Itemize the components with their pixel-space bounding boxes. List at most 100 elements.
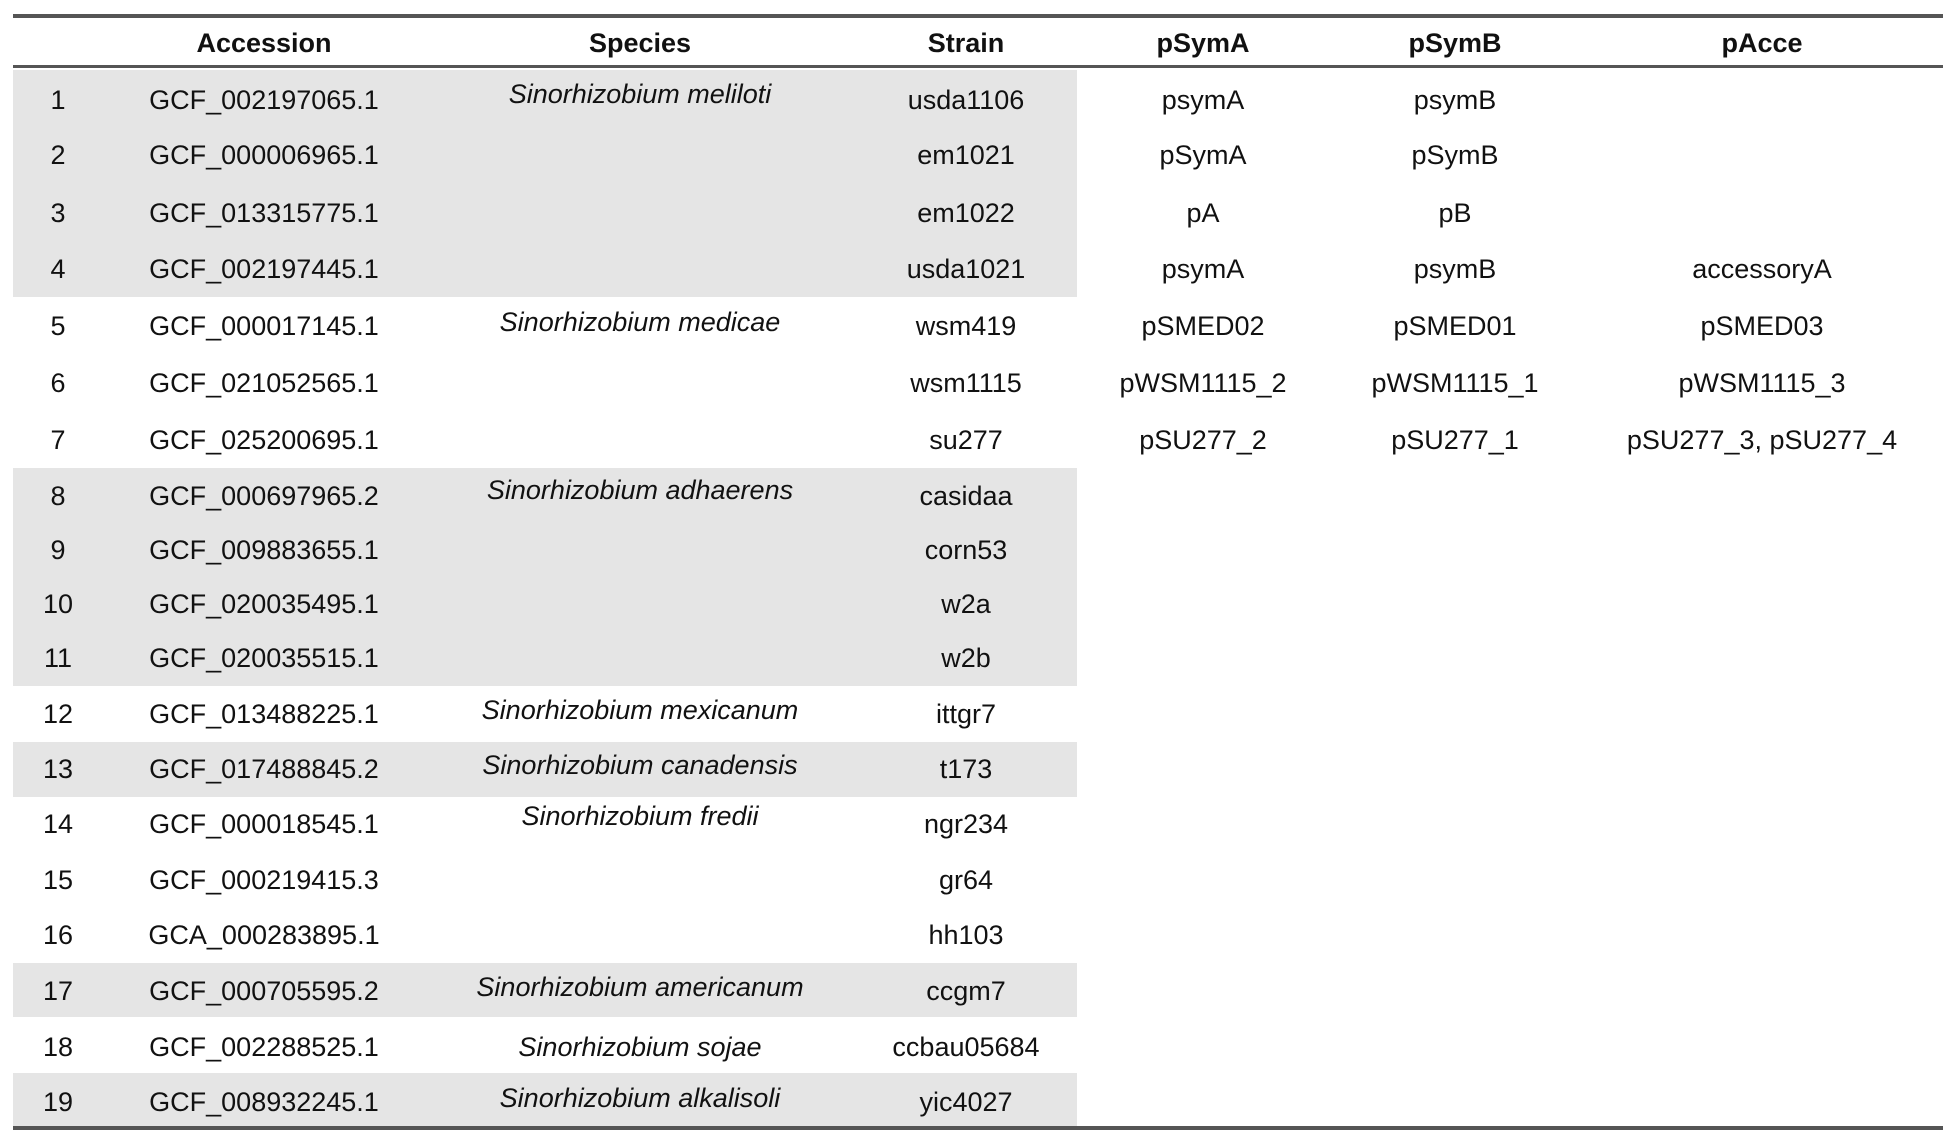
pacce-cell — [1581, 586, 1943, 622]
psymb-cell: pWSM1115_1 — [1371, 368, 1539, 398]
psymb-cell — [1329, 806, 1581, 842]
psymb-cell: pSMED01 — [1393, 311, 1517, 341]
accession-cell: GCF_020035515.1 — [149, 643, 379, 673]
pacce-cell — [1581, 696, 1943, 732]
strain-cell: em1022 — [917, 198, 1015, 228]
species-cell: Sinorhizobium canadensis — [482, 750, 798, 780]
strain-cell: corn53 — [924, 535, 1008, 565]
psyma-cell — [1077, 1084, 1329, 1120]
psyma-cell — [1077, 586, 1329, 622]
strain-cell: w2b — [941, 643, 991, 673]
pacce-cell — [1581, 195, 1943, 231]
header-pacce: pAcce — [1721, 28, 1803, 58]
psymb-cell: psymB — [1413, 254, 1497, 284]
species-cell — [425, 586, 855, 622]
psymb-cell: pB — [1438, 198, 1472, 228]
header-psymb: pSymB — [1408, 28, 1502, 58]
pacce-cell — [1581, 1084, 1943, 1120]
psymb-cell — [1329, 478, 1581, 514]
row-index: 18 — [42, 1032, 74, 1062]
psyma-cell: pSU277_2 — [1139, 425, 1267, 455]
table-header-rule — [13, 65, 1943, 68]
psymb-cell: pSU277_1 — [1391, 425, 1519, 455]
species-cell: Sinorhizobium meliloti — [508, 79, 772, 109]
psyma-cell — [1077, 478, 1329, 514]
accession-cell: GCF_013315775.1 — [149, 198, 379, 228]
strain-cell: t173 — [939, 754, 993, 784]
psyma-cell — [1077, 1029, 1329, 1065]
species-cell — [425, 640, 855, 676]
psyma-cell — [1077, 862, 1329, 898]
strain-cell: gr64 — [938, 865, 994, 895]
psyma-cell: pA — [1186, 198, 1220, 228]
pacce-cell — [1581, 82, 1943, 118]
species-cell: Sinorhizobium medicae — [499, 307, 781, 337]
accession-cell: GCF_002197065.1 — [149, 85, 379, 115]
accession-cell: GCF_002197445.1 — [149, 254, 379, 284]
pacce-cell: accessoryA — [1692, 254, 1832, 284]
header-psyma: pSymA — [1156, 28, 1250, 58]
psyma-cell — [1077, 917, 1329, 953]
accession-cell: GCF_000705595.2 — [149, 976, 379, 1006]
species-cell — [425, 137, 855, 173]
row-index: 6 — [50, 368, 66, 398]
shaded-group-alkalisoli — [13, 1073, 1077, 1126]
species-cell — [425, 422, 855, 458]
row-index: 8 — [50, 481, 66, 511]
pacce-cell — [1581, 973, 1943, 1009]
accession-cell: GCF_000697965.2 — [149, 481, 379, 511]
row-index: 2 — [50, 140, 66, 170]
row-index: 10 — [42, 589, 74, 619]
pacce-cell — [1581, 478, 1943, 514]
accession-cell: GCF_013488225.1 — [149, 699, 379, 729]
accession-cell: GCF_025200695.1 — [149, 425, 379, 455]
row-index: 16 — [42, 920, 74, 950]
row-index: 13 — [42, 754, 74, 784]
strain-cell: yic4027 — [919, 1087, 1013, 1117]
row-index: 5 — [50, 311, 66, 341]
psymb-cell — [1329, 1029, 1581, 1065]
psyma-cell: psymA — [1161, 85, 1245, 115]
header-accession: Accession — [196, 28, 332, 58]
strain-cell: usda1106 — [907, 85, 1025, 115]
row-index: 14 — [42, 809, 74, 839]
strain-cell: w2a — [941, 589, 991, 619]
strain-cell: hh103 — [928, 920, 1004, 950]
shaded-group-meliloti — [13, 70, 1077, 297]
header-species: Species — [588, 28, 692, 58]
species-cell — [425, 251, 855, 287]
strain-cell: ittgr7 — [935, 699, 997, 729]
psyma-cell: pSMED02 — [1141, 311, 1265, 341]
header-index — [13, 20, 103, 66]
strain-cell: su277 — [929, 425, 1003, 455]
row-index: 15 — [42, 865, 74, 895]
psyma-cell — [1077, 696, 1329, 732]
shaded-group-canadensis — [13, 742, 1077, 797]
strain-cell: ccbau05684 — [892, 1032, 1040, 1062]
species-cell — [425, 532, 855, 568]
pacce-cell — [1581, 862, 1943, 898]
accession-cell: GCF_000006965.1 — [149, 140, 379, 170]
accession-cell: GCF_000018545.1 — [149, 809, 379, 839]
psyma-cell — [1077, 751, 1329, 787]
pacce-cell: pWSM1115_3 — [1678, 368, 1846, 398]
accession-cell: GCA_000283895.1 — [148, 920, 380, 950]
accession-cell: GCF_002288525.1 — [149, 1032, 379, 1062]
species-cell — [425, 365, 855, 401]
species-cell: Sinorhizobium americanum — [476, 972, 804, 1002]
psymb-cell — [1329, 751, 1581, 787]
row-index: 11 — [43, 643, 73, 673]
strain-cell: usda1021 — [906, 254, 1026, 284]
accession-cell: GCF_008932245.1 — [149, 1087, 379, 1117]
species-cell — [425, 862, 855, 898]
accession-cell: GCF_017488845.2 — [149, 754, 379, 784]
psymb-cell: psymB — [1413, 85, 1497, 115]
row-index: 9 — [50, 535, 66, 565]
shaded-group-americanum — [13, 963, 1077, 1017]
pacce-cell — [1581, 917, 1943, 953]
strain-cell: wsm1115 — [910, 368, 1022, 398]
psyma-cell — [1077, 973, 1329, 1009]
species-cell: Sinorhizobium mexicanum — [481, 695, 799, 725]
header-strain: Strain — [927, 28, 1005, 58]
psymb-cell — [1329, 586, 1581, 622]
